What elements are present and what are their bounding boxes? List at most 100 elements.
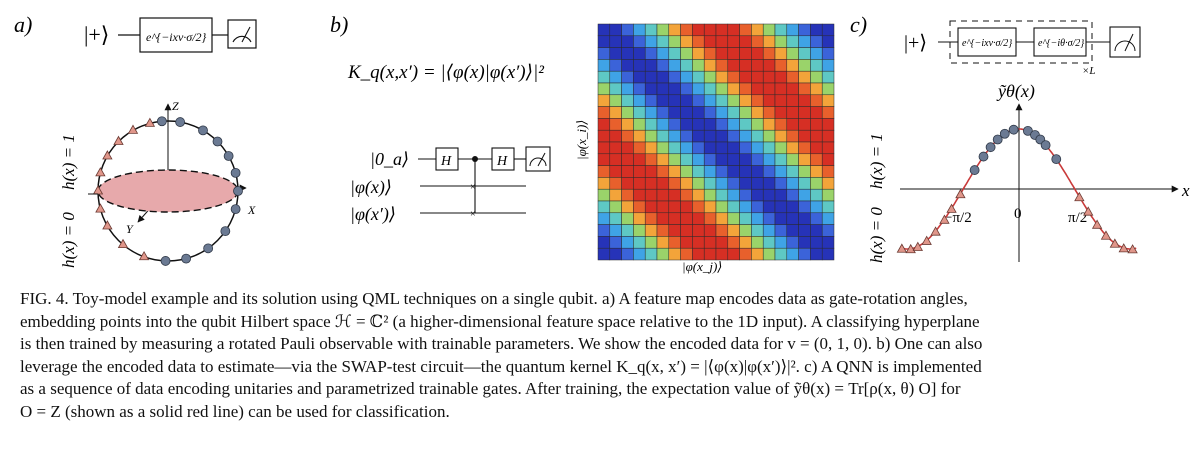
heatmap-cell [810,82,823,96]
heatmap-cell [621,153,634,166]
heatmap-cell [597,224,611,237]
heatmap-cell [692,59,705,72]
heatmap-cell [798,35,811,48]
heatmap-cell [810,177,823,190]
heatmap-cell [821,224,835,237]
plot-point-h0 [912,241,924,251]
kernel-formula: K_q(x,x′) = |⟨φ(x)|φ(x′)⟩|² [347,62,544,83]
heatmap-cell [656,153,670,166]
sphere-point-h0 [95,203,106,213]
heatmap-cell [692,236,705,249]
heatmap-cell [621,94,634,107]
heatmap-cell [644,106,658,119]
plot-title: ỹθ(x) [996,81,1035,102]
heatmap-cell [621,247,634,261]
heatmap-cell [703,200,717,214]
heatmap-cell [692,141,705,155]
heatmap-cell [633,212,646,225]
heatmap-cell [786,118,799,131]
heatmap-cell [692,94,705,107]
figure-4: a) |+⟩ e^{−ixv·σ/2} Z X Y [14,12,1190,274]
heatmap-cell [810,106,823,119]
plot-point-h0 [1109,238,1121,248]
plot-point-h1 [992,134,1003,145]
plot-point-h1 [969,165,980,175]
heatmap-cell [680,70,693,84]
heatmap-cell [656,118,670,131]
heatmap-cell [633,165,646,178]
heatmap-cell [810,188,823,202]
heatmap-cell [644,82,658,96]
heatmap-cell [762,23,776,37]
heatmap-cell [680,141,693,155]
heatmap-cell [633,177,646,190]
heatmap-cell [656,47,670,60]
heatmap-cell [656,141,670,155]
heatmap-cell [680,129,693,143]
heatmap-cell [703,82,717,96]
heatmap-cell [621,118,634,131]
swap-test-circuit: |0_a⟩ |φ(x)⟩ |φ(x′)⟩ H H × × [350,146,551,225]
sphere-point-h0 [117,238,129,249]
sphere-point-h0 [113,135,124,145]
heatmap-cell [798,177,811,190]
measurement-meter-icon [227,19,257,49]
heatmap-cell [786,177,799,190]
panel-c: c) |+⟩ e^{−ixv·σ/2} e^{−iθ·σ/2} ×L ỹθ(x)… [850,12,1190,263]
heatmap-cell [786,47,799,60]
heatmap-cell [692,82,705,96]
heatmap-cell [633,200,646,214]
heatmap-cell [621,129,634,143]
sphere-point-h0 [127,124,139,134]
heatmap-cell [621,47,634,60]
heatmap-cell [703,94,717,107]
heatmap-cell [668,236,681,249]
heatmap-cell [762,236,776,249]
heatmap-cell [703,165,717,178]
heatmap-cell [633,70,646,84]
heatmap-cell [668,188,681,202]
caption-line: embedding points into the qubit Hilbert … [20,311,980,331]
hadamard-label-2: H [496,154,508,169]
heatmap-cell [609,70,622,84]
heatmap-cell [810,165,823,178]
heatmap-cell [786,141,799,155]
heatmap-cell [798,153,811,166]
panel-b-label: b) [330,12,348,37]
heatmap-cell [703,59,717,72]
heatmap-cell [644,59,658,72]
heatmap-cell [798,82,811,96]
heatmap-cell [609,188,622,202]
heatmap-cell [762,82,776,96]
heatmap-cell [727,188,740,202]
plot-point-h0 [1083,206,1094,216]
heatmap-cell [739,59,752,72]
heatmap-cell [609,59,622,72]
plot-tick-neg: −π/2 [944,210,972,226]
heatmap-cell [821,129,835,143]
heatmap-cell [680,200,693,214]
heatmap-cell [621,188,634,202]
heatmap-cell [633,188,646,202]
sphere-label-h1: h(x) = 1 [59,134,78,190]
heatmap-cell [680,82,693,96]
heatmap-cell [621,236,634,249]
state-plus-label-c: |+⟩ [904,32,927,54]
heatmap-cell [597,153,611,166]
caption-line: as a sequence of data encoding unitaries… [20,379,961,398]
heatmap-cell [680,35,693,48]
figure-caption: FIG. 4. Toy-model example and its soluti… [20,288,1182,423]
plot-points [896,124,1138,254]
heatmap-cell [680,23,693,37]
heatmap-cell [727,200,740,214]
heatmap-cell [680,47,693,60]
heatmap-cell [798,129,811,143]
heatmap-cell [821,153,835,166]
plot-point-h0 [1100,230,1112,240]
heatmap-cells [597,23,835,261]
heatmap-cell [751,224,764,237]
trainable-gate-box [1033,27,1087,57]
heatmap-cell [810,94,823,107]
heatmap-cell [786,236,799,249]
heatmap-cell [762,94,776,107]
